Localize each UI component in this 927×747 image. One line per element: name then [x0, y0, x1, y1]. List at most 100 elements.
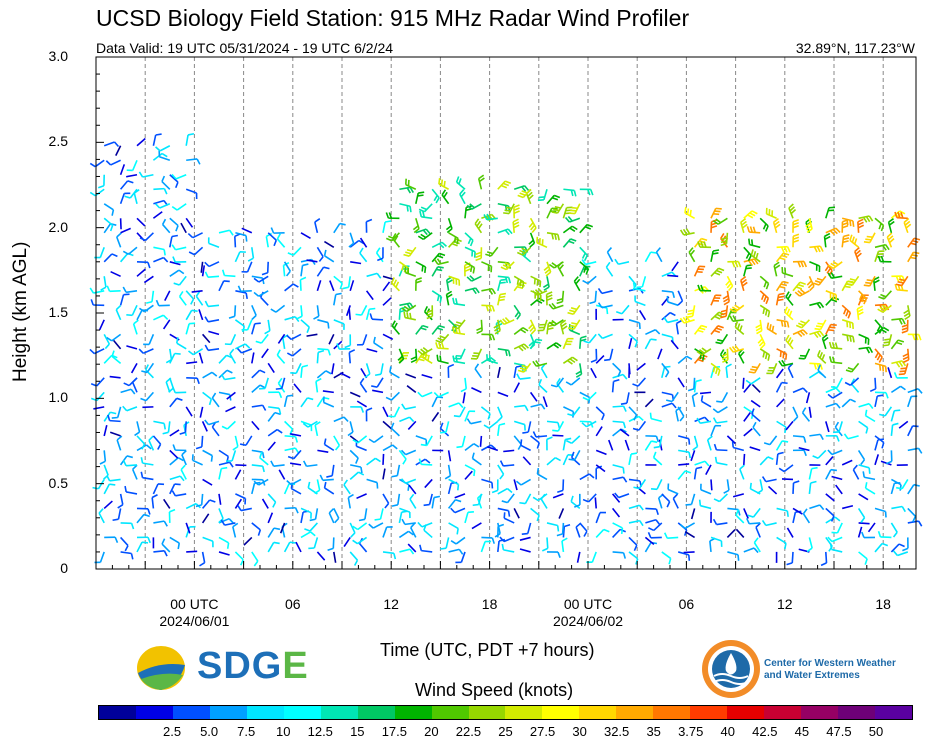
wind-barb	[447, 450, 452, 462]
wind-barb	[792, 435, 807, 443]
wind-barb	[863, 232, 876, 244]
wind-barb	[792, 281, 806, 292]
wind-barb	[746, 226, 761, 234]
wind-barb	[158, 150, 171, 162]
wind-barb	[644, 440, 658, 451]
wind-barb	[597, 302, 613, 309]
wind-barb	[403, 311, 416, 321]
wind-barb	[226, 391, 236, 400]
wind-barb	[136, 268, 146, 277]
wind-barb	[725, 275, 734, 292]
wind-barb	[825, 206, 836, 219]
wind-barb	[546, 342, 562, 350]
colorbar-segment	[135, 706, 173, 719]
wind-barb	[497, 487, 513, 495]
wind-barb	[644, 541, 658, 553]
wind-barb	[497, 406, 503, 422]
wind-barb	[886, 232, 895, 248]
wind-barb	[842, 504, 854, 510]
wind-barb	[204, 261, 220, 268]
wind-barb	[792, 406, 799, 422]
wind-barb	[284, 447, 300, 454]
wind-barb	[877, 530, 892, 539]
wind-barb	[208, 330, 220, 336]
wind-barb	[120, 227, 131, 234]
y-tick-label: 1.0	[48, 389, 68, 406]
wind-barb	[412, 218, 420, 234]
wind-barb	[497, 464, 505, 480]
wind-barb	[486, 354, 499, 365]
wind-barb	[153, 187, 168, 195]
wind-barb	[825, 421, 830, 433]
wind-barb	[201, 265, 206, 277]
wind-barb	[152, 211, 163, 219]
wind-barb	[218, 229, 234, 236]
wind-barb	[374, 508, 384, 521]
wind-barb	[516, 246, 532, 256]
wind-barb	[333, 222, 346, 234]
wind-barb	[785, 420, 794, 431]
wind-barb	[385, 232, 400, 242]
wind-barb	[103, 141, 120, 148]
wind-barb	[410, 348, 418, 364]
wind-barb	[372, 389, 384, 394]
wind-barb	[896, 478, 909, 490]
wind-barb	[474, 363, 483, 379]
wind-barb	[382, 220, 392, 233]
wind-barb	[178, 291, 187, 306]
wind-barb	[842, 217, 855, 227]
wind-barb	[487, 446, 499, 452]
wind-barb	[548, 319, 564, 327]
wind-barb	[891, 360, 907, 368]
wind-barb	[663, 317, 679, 324]
wind-barb	[694, 460, 710, 467]
wind-barb	[612, 551, 627, 559]
wind-barb	[270, 227, 285, 234]
wind-barb	[453, 406, 466, 418]
wind-barb	[716, 391, 729, 403]
wind-barb	[595, 464, 606, 473]
wind-barb	[165, 348, 173, 364]
wind-barb	[400, 478, 417, 484]
wind-barb	[366, 478, 379, 489]
wind-barb	[735, 528, 745, 538]
colorbar-tick-label: 20	[424, 724, 439, 739]
wind-barb	[513, 185, 530, 192]
wind-barb	[169, 429, 180, 437]
wind-barb	[513, 420, 526, 431]
wind-barb	[316, 370, 332, 379]
wind-barb	[891, 317, 906, 325]
wind-barb	[735, 509, 745, 524]
wind-barb	[513, 204, 520, 219]
wind-barb	[364, 363, 371, 379]
wind-barb	[612, 362, 622, 377]
wind-barb	[236, 347, 253, 354]
wind-barb	[661, 551, 672, 565]
wind-barb	[748, 238, 761, 249]
wind-barb	[98, 319, 105, 331]
wind-barb	[750, 249, 761, 263]
wind-barb	[792, 507, 803, 515]
wind-barb	[743, 246, 752, 262]
wind-barb	[517, 362, 532, 373]
wind-barb	[581, 259, 597, 266]
wind-barb	[239, 435, 253, 447]
wind-barb	[579, 261, 589, 275]
wind-barb	[382, 281, 391, 292]
wind-barb	[265, 232, 272, 248]
wind-barb	[331, 363, 335, 375]
wind-barb	[464, 287, 480, 295]
wind-barb	[604, 348, 614, 362]
wind-barb	[368, 435, 384, 444]
colorbar-tick-label: 5.0	[200, 724, 219, 739]
wind-barb	[431, 495, 441, 509]
wind-barb	[314, 421, 321, 437]
wind-barb	[809, 245, 824, 253]
wind-barb	[286, 478, 302, 486]
wind-barb	[776, 420, 787, 434]
wind-barb	[712, 417, 728, 424]
wind-barb	[907, 237, 921, 248]
wind-barb	[201, 513, 210, 524]
wind-barb	[153, 549, 168, 557]
wind-barb	[452, 319, 466, 330]
